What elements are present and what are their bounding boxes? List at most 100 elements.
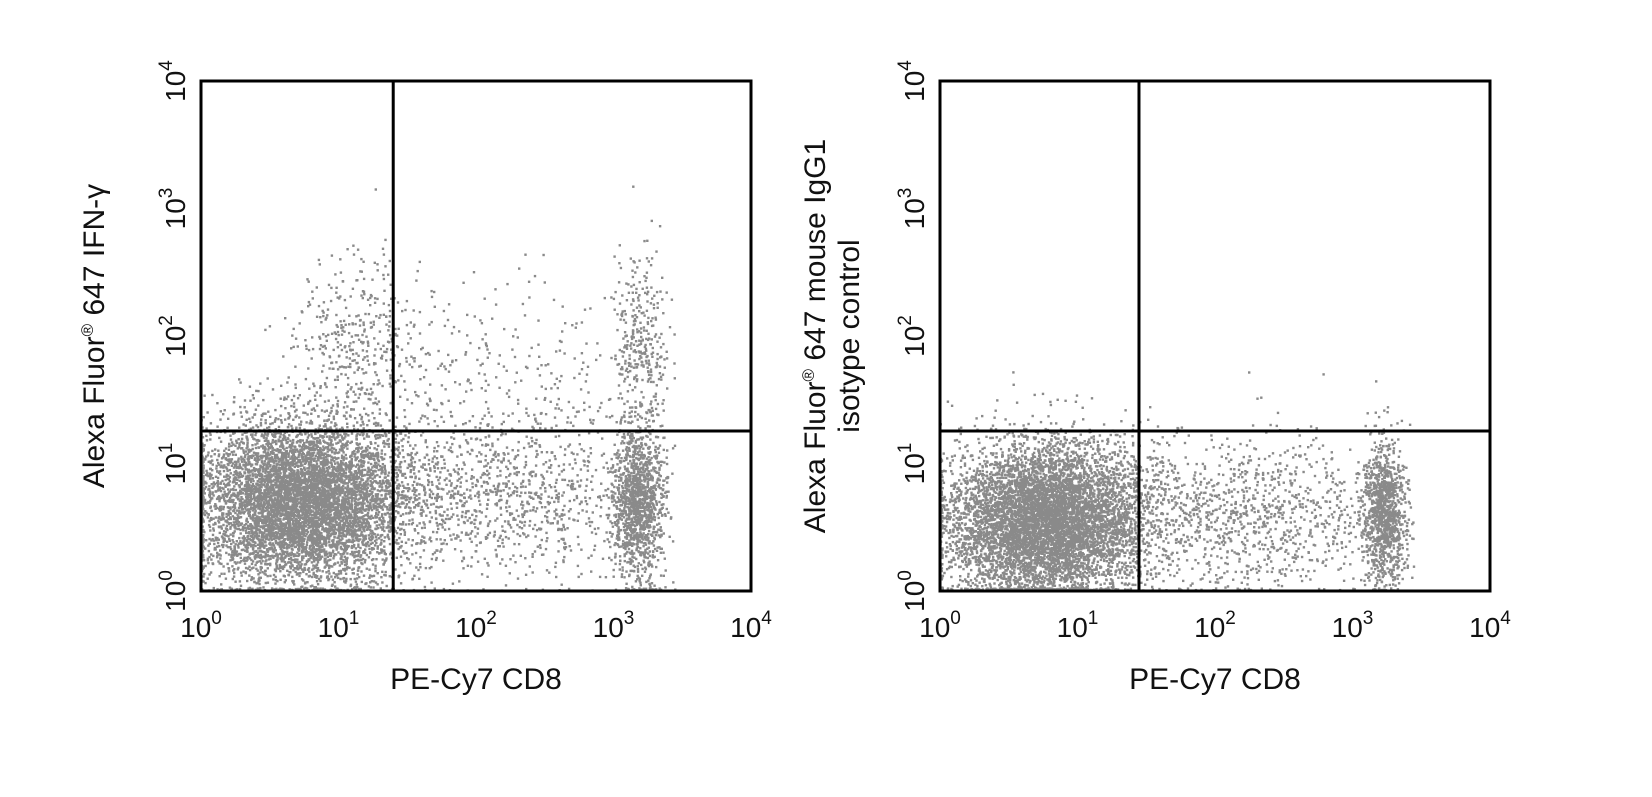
event-point bbox=[228, 483, 231, 487]
event-point bbox=[249, 399, 252, 402]
event-point bbox=[428, 488, 432, 491]
event-point bbox=[371, 541, 374, 545]
event-point bbox=[226, 453, 229, 456]
event-point bbox=[363, 543, 367, 547]
event-point bbox=[292, 394, 296, 398]
event-point bbox=[340, 562, 343, 565]
event-point bbox=[359, 538, 362, 541]
event-point bbox=[237, 516, 241, 519]
event-point bbox=[221, 479, 224, 483]
event-point bbox=[258, 488, 261, 491]
event-point bbox=[321, 510, 324, 513]
event-point bbox=[271, 446, 274, 450]
event-point bbox=[267, 492, 271, 496]
event-point bbox=[271, 449, 274, 452]
event-point bbox=[289, 517, 292, 520]
event-point bbox=[202, 480, 205, 483]
event-point bbox=[334, 481, 337, 484]
event-point bbox=[298, 574, 301, 578]
event-point bbox=[288, 541, 292, 544]
event-point bbox=[212, 523, 215, 526]
event-point bbox=[340, 476, 343, 479]
event-point bbox=[273, 499, 276, 502]
event-point bbox=[304, 504, 307, 507]
event-point bbox=[222, 505, 225, 509]
event-point bbox=[269, 489, 272, 493]
event-point bbox=[384, 469, 387, 472]
event-point bbox=[400, 544, 403, 548]
event-point bbox=[296, 499, 299, 502]
event-point bbox=[262, 536, 266, 539]
event-point bbox=[399, 465, 402, 469]
event-point bbox=[279, 494, 282, 498]
event-point bbox=[227, 567, 231, 570]
event-point bbox=[285, 474, 288, 477]
event-point bbox=[336, 587, 339, 590]
event-point bbox=[305, 573, 308, 576]
event-point bbox=[325, 553, 328, 556]
event-point bbox=[295, 440, 299, 444]
event-point bbox=[301, 513, 305, 516]
event-point bbox=[349, 464, 352, 468]
event-point bbox=[285, 552, 289, 555]
event-point bbox=[335, 427, 338, 430]
event-point bbox=[307, 551, 310, 555]
event-point bbox=[376, 499, 379, 502]
event-point bbox=[302, 504, 305, 507]
event-point bbox=[201, 535, 204, 538]
event-point bbox=[369, 504, 372, 507]
event-point bbox=[265, 544, 268, 547]
event-point bbox=[264, 573, 267, 576]
event-point bbox=[292, 458, 295, 461]
event-point bbox=[219, 440, 223, 443]
event-point bbox=[372, 586, 375, 589]
event-point bbox=[220, 527, 223, 530]
event-point bbox=[342, 559, 345, 562]
event-point bbox=[359, 424, 362, 427]
event-point bbox=[338, 448, 342, 451]
event-point bbox=[270, 547, 274, 550]
event-point bbox=[215, 464, 218, 468]
event-point bbox=[274, 408, 277, 412]
event-point bbox=[293, 465, 296, 469]
event-point bbox=[269, 557, 272, 560]
event-point bbox=[279, 432, 282, 436]
event-point bbox=[236, 471, 239, 474]
event-point bbox=[428, 567, 431, 570]
event-point bbox=[346, 522, 350, 525]
event-point bbox=[352, 424, 355, 427]
event-point bbox=[368, 516, 372, 519]
event-point bbox=[274, 578, 278, 582]
event-point bbox=[257, 534, 260, 537]
event-point bbox=[374, 516, 378, 519]
event-point bbox=[352, 586, 356, 590]
event-point bbox=[438, 482, 441, 485]
event-point bbox=[288, 524, 291, 528]
event-point bbox=[272, 556, 275, 559]
event-point bbox=[231, 524, 234, 527]
event-point bbox=[305, 496, 308, 499]
event-point bbox=[357, 529, 360, 532]
event-point bbox=[284, 554, 288, 557]
event-point bbox=[332, 557, 335, 560]
event-point bbox=[246, 444, 249, 447]
event-point bbox=[269, 485, 272, 488]
event-point bbox=[316, 555, 320, 559]
event-point bbox=[313, 479, 316, 483]
event-point bbox=[328, 541, 331, 544]
event-point bbox=[313, 394, 317, 397]
event-point bbox=[315, 460, 318, 463]
event-point bbox=[373, 469, 377, 473]
event-point bbox=[229, 488, 233, 491]
event-point bbox=[222, 496, 226, 499]
event-point bbox=[317, 486, 320, 490]
event-point bbox=[351, 519, 355, 523]
event-point bbox=[255, 537, 259, 540]
event-point bbox=[231, 558, 235, 561]
event-point bbox=[426, 445, 429, 449]
event-point bbox=[345, 505, 348, 509]
event-point bbox=[290, 528, 293, 531]
event-point bbox=[231, 565, 234, 568]
event-point bbox=[323, 419, 326, 422]
event-point bbox=[414, 476, 417, 480]
